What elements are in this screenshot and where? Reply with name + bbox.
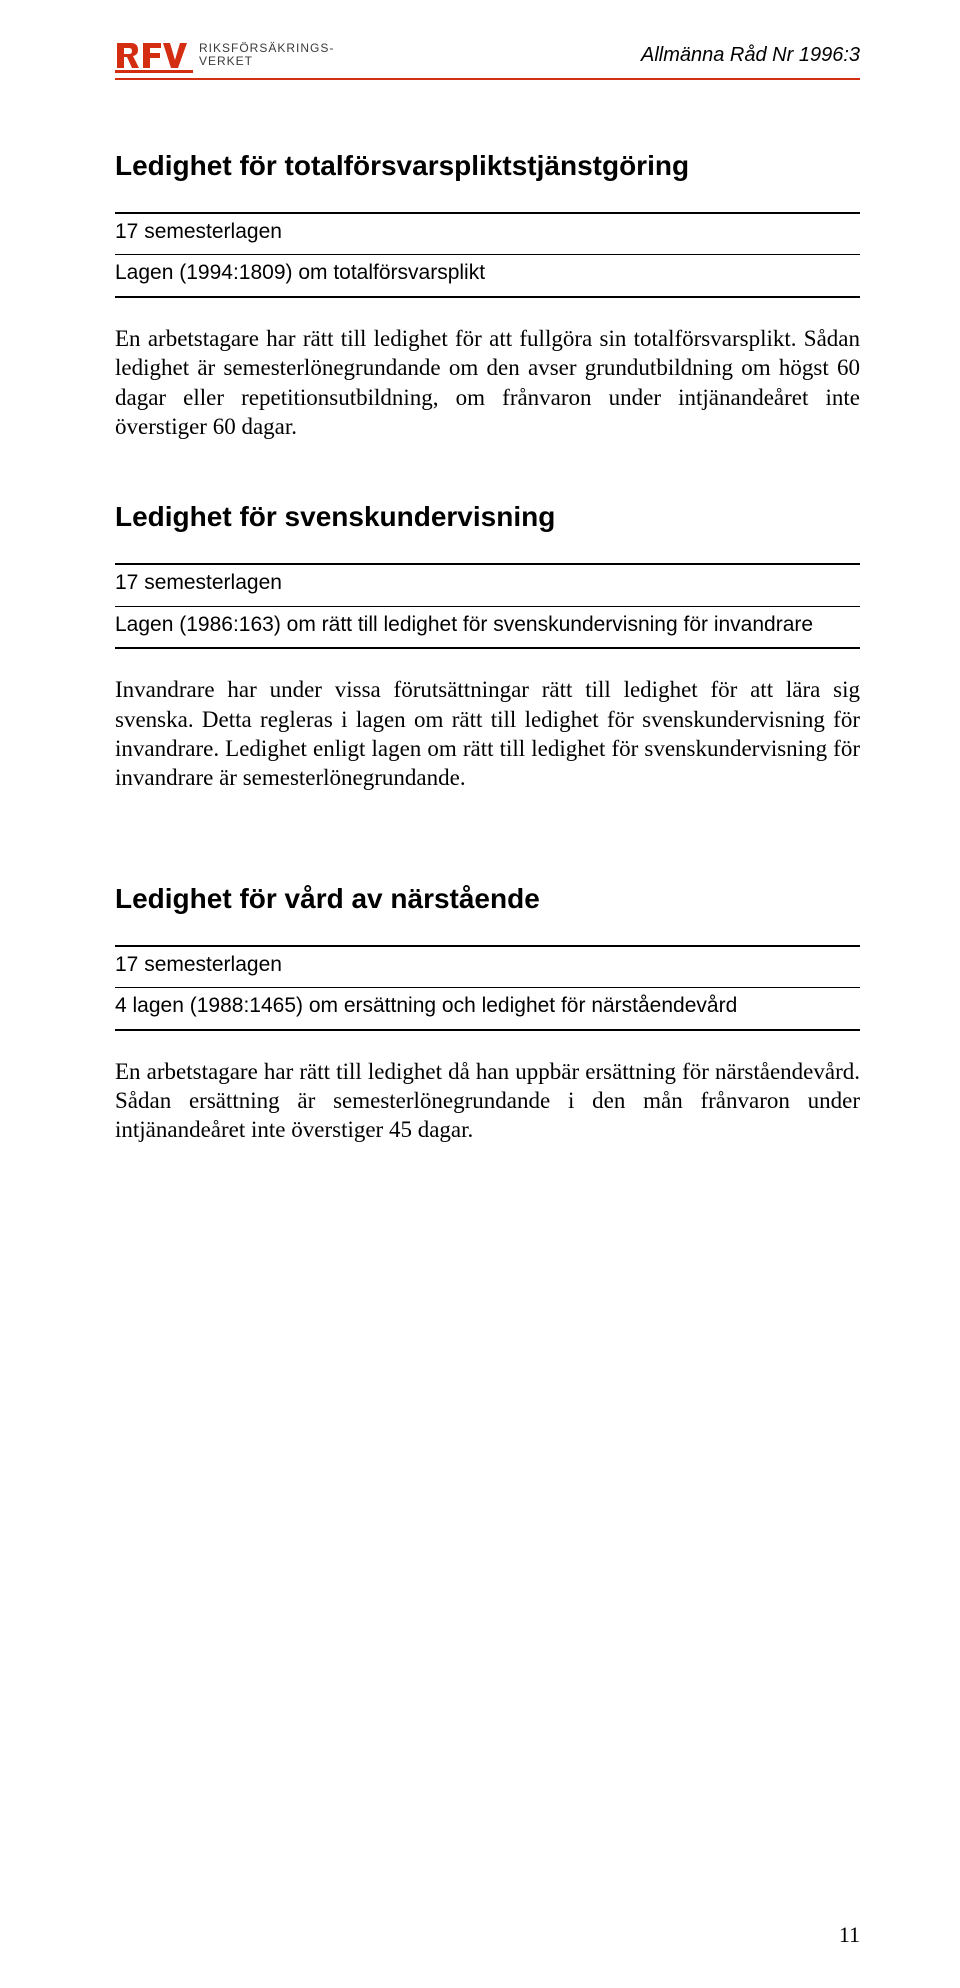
law-reference-block-3: 17 semesterlagen 4 lagen (1988:1465) om …: [115, 945, 860, 1031]
law-line: 17 semesterlagen: [115, 218, 860, 246]
document-page: RIKSFÖRSÄKRINGS- VERKET Allmänna Råd Nr …: [0, 0, 960, 1988]
section-body-3: En arbetstagare har rätt till ledighet d…: [115, 1057, 860, 1145]
section-heading-3: Ledighet för vård av närstående: [115, 883, 860, 915]
logo-text: RIKSFÖRSÄKRINGS- VERKET: [199, 40, 334, 68]
section-body-2: Invandrare har under vissa förutsättning…: [115, 675, 860, 793]
section-heading-1: Ledighet för totalförsvarspliktstjänstgö…: [115, 150, 860, 182]
law-line: Lagen (1994:1809) om totalförsvarsplikt: [115, 259, 860, 287]
rfv-logo-icon: [115, 40, 193, 74]
law-reference-block-1: 17 semesterlagen Lagen (1994:1809) om to…: [115, 212, 860, 298]
law-line: 17 semesterlagen: [115, 569, 860, 597]
law-line: 17 semesterlagen: [115, 951, 860, 979]
law-line: 4 lagen (1988:1465) om ersättning och le…: [115, 992, 860, 1020]
page-header: RIKSFÖRSÄKRINGS- VERKET Allmänna Råd Nr …: [115, 40, 860, 80]
section-body-1: En arbetstagare har rätt till ledighet f…: [115, 324, 860, 442]
law-reference-block-2: 17 semesterlagen Lagen (1986:163) om rät…: [115, 563, 860, 649]
law-line: Lagen (1986:163) om rätt till ledighet f…: [115, 611, 860, 639]
document-reference: Allmänna Råd Nr 1996:3: [641, 40, 860, 67]
page-number: 11: [839, 1922, 860, 1948]
logo-line2: VERKET: [199, 55, 334, 68]
section-heading-2: Ledighet för svenskundervisning: [115, 501, 860, 533]
logo-block: RIKSFÖRSÄKRINGS- VERKET: [115, 40, 334, 74]
